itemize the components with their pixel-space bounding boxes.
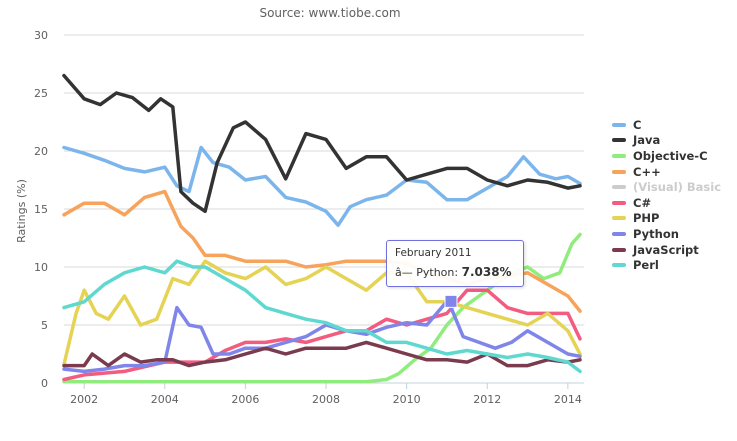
y-tick-label: 25 — [34, 87, 48, 100]
y-axis-label: Ratings (%) — [15, 179, 28, 243]
legend-item[interactable]: (Visual) Basic — [612, 179, 721, 195]
y-tick-label: 30 — [34, 29, 48, 42]
y-tick-label: 5 — [41, 319, 48, 332]
y-tick-label: 0 — [41, 377, 48, 390]
tooltip-date: February 2011 — [395, 247, 472, 259]
y-tick-label: 15 — [34, 203, 48, 216]
tooltip-value: 7.038% — [461, 265, 512, 279]
legend-swatch — [612, 185, 626, 190]
legend-swatch — [612, 200, 626, 205]
tooltip-series-label: Python: — [416, 266, 462, 279]
legend-item[interactable]: PHP — [612, 211, 721, 227]
legend-item[interactable]: Java — [612, 133, 721, 149]
tooltip-marker-layer — [444, 294, 458, 308]
legend-item[interactable]: C — [612, 117, 721, 133]
legend-label: Objective-C — [633, 148, 708, 163]
legend: C Java Objective-C C++ (Visual) Basic C# PHP Py… — [612, 117, 721, 273]
legend-label: (Visual) Basic — [633, 180, 722, 195]
legend-swatch — [612, 231, 626, 236]
series-layer — [62, 73, 582, 384]
legend-swatch — [612, 122, 626, 127]
tooltip-marker: â— — [395, 266, 413, 279]
legend-item[interactable]: JavaScript — [612, 242, 721, 258]
legend-label: PHP — [633, 211, 660, 226]
series-line-php[interactable] — [62, 259, 582, 367]
tooltip-line: â— Python: 7.038% — [395, 265, 512, 279]
legend-swatch — [612, 247, 626, 252]
legend-label: C++ — [633, 164, 661, 179]
series-line-c[interactable] — [62, 145, 582, 227]
legend-item[interactable]: C# — [612, 195, 721, 211]
legend-swatch — [612, 169, 626, 174]
legend-label: Perl — [633, 258, 659, 273]
series-line-perl[interactable] — [62, 259, 582, 374]
legend-label: Python — [633, 226, 679, 241]
series-line-objective-c[interactable] — [62, 232, 582, 384]
legend-label: C# — [633, 195, 652, 210]
legend-swatch — [612, 263, 626, 268]
x-tick-label: 2006 — [231, 393, 259, 406]
series-line-python[interactable] — [62, 299, 582, 374]
legend-item[interactable]: C++ — [612, 164, 721, 180]
legend-swatch — [612, 138, 626, 143]
legend-label: JavaScript — [633, 242, 699, 257]
legend-label: Java — [633, 133, 661, 148]
legend-item[interactable]: Python — [612, 226, 721, 242]
legend-item[interactable]: Objective-C — [612, 148, 721, 164]
series-line-javascript[interactable] — [62, 340, 582, 368]
y-tick-label: 20 — [34, 145, 48, 158]
legend-label: C — [633, 117, 642, 132]
x-tick-label: 2008 — [312, 393, 340, 406]
x-tick-label: 2012 — [473, 393, 501, 406]
x-tick-label: 2002 — [70, 393, 98, 406]
hover-point-marker — [444, 294, 458, 308]
y-tick-label: 10 — [34, 261, 48, 274]
tooltip: February 2011 â— Python: 7.038% — [386, 240, 524, 287]
x-tick-label: 2010 — [393, 393, 421, 406]
chart-source-note: Source: www.tiobe.com — [259, 6, 401, 20]
legend-swatch — [612, 153, 626, 158]
legend-item[interactable]: Perl — [612, 257, 721, 273]
x-tick-label: 2004 — [151, 393, 179, 406]
series-line-java[interactable] — [62, 73, 582, 214]
x-tick-label: 2014 — [554, 393, 582, 406]
legend-swatch — [612, 216, 626, 221]
